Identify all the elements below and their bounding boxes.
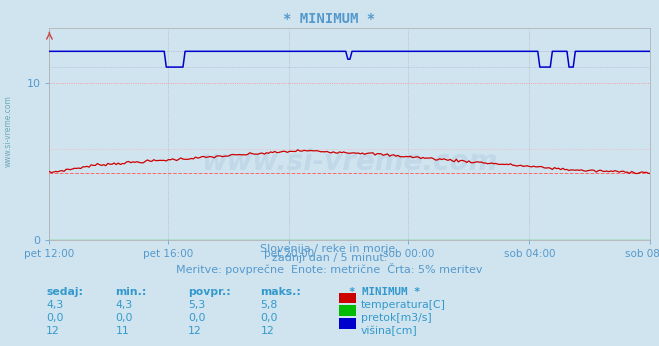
- Text: 0,0: 0,0: [188, 313, 206, 323]
- Text: povpr.:: povpr.:: [188, 287, 231, 297]
- Text: min.:: min.:: [115, 287, 147, 297]
- Text: 12: 12: [260, 326, 274, 336]
- Text: 4,3: 4,3: [115, 300, 132, 310]
- Text: * MINIMUM *: * MINIMUM *: [283, 12, 376, 26]
- Text: maks.:: maks.:: [260, 287, 301, 297]
- Text: www.si-vreme.com: www.si-vreme.com: [3, 95, 13, 167]
- Text: Meritve: povprečne  Enote: metrične  Črta: 5% meritev: Meritve: povprečne Enote: metrične Črta:…: [176, 263, 483, 275]
- Text: zadnji dan / 5 minut.: zadnji dan / 5 minut.: [272, 253, 387, 263]
- Text: 12: 12: [46, 326, 60, 336]
- Text: 0,0: 0,0: [46, 313, 64, 323]
- Text: 5,3: 5,3: [188, 300, 205, 310]
- Text: 12: 12: [188, 326, 202, 336]
- Text: 0,0: 0,0: [115, 313, 133, 323]
- Text: Slovenija / reke in morje.: Slovenija / reke in morje.: [260, 244, 399, 254]
- Text: temperatura[C]: temperatura[C]: [361, 300, 446, 310]
- Text: * MINIMUM *: * MINIMUM *: [349, 287, 420, 297]
- Text: pretok[m3/s]: pretok[m3/s]: [361, 313, 432, 323]
- Text: višina[cm]: višina[cm]: [361, 326, 418, 336]
- Text: 0,0: 0,0: [260, 313, 278, 323]
- Text: sedaj:: sedaj:: [46, 287, 83, 297]
- Text: www.si-vreme.com: www.si-vreme.com: [202, 148, 498, 176]
- Text: 5,8: 5,8: [260, 300, 277, 310]
- Text: 11: 11: [115, 326, 129, 336]
- Text: 4,3: 4,3: [46, 300, 63, 310]
